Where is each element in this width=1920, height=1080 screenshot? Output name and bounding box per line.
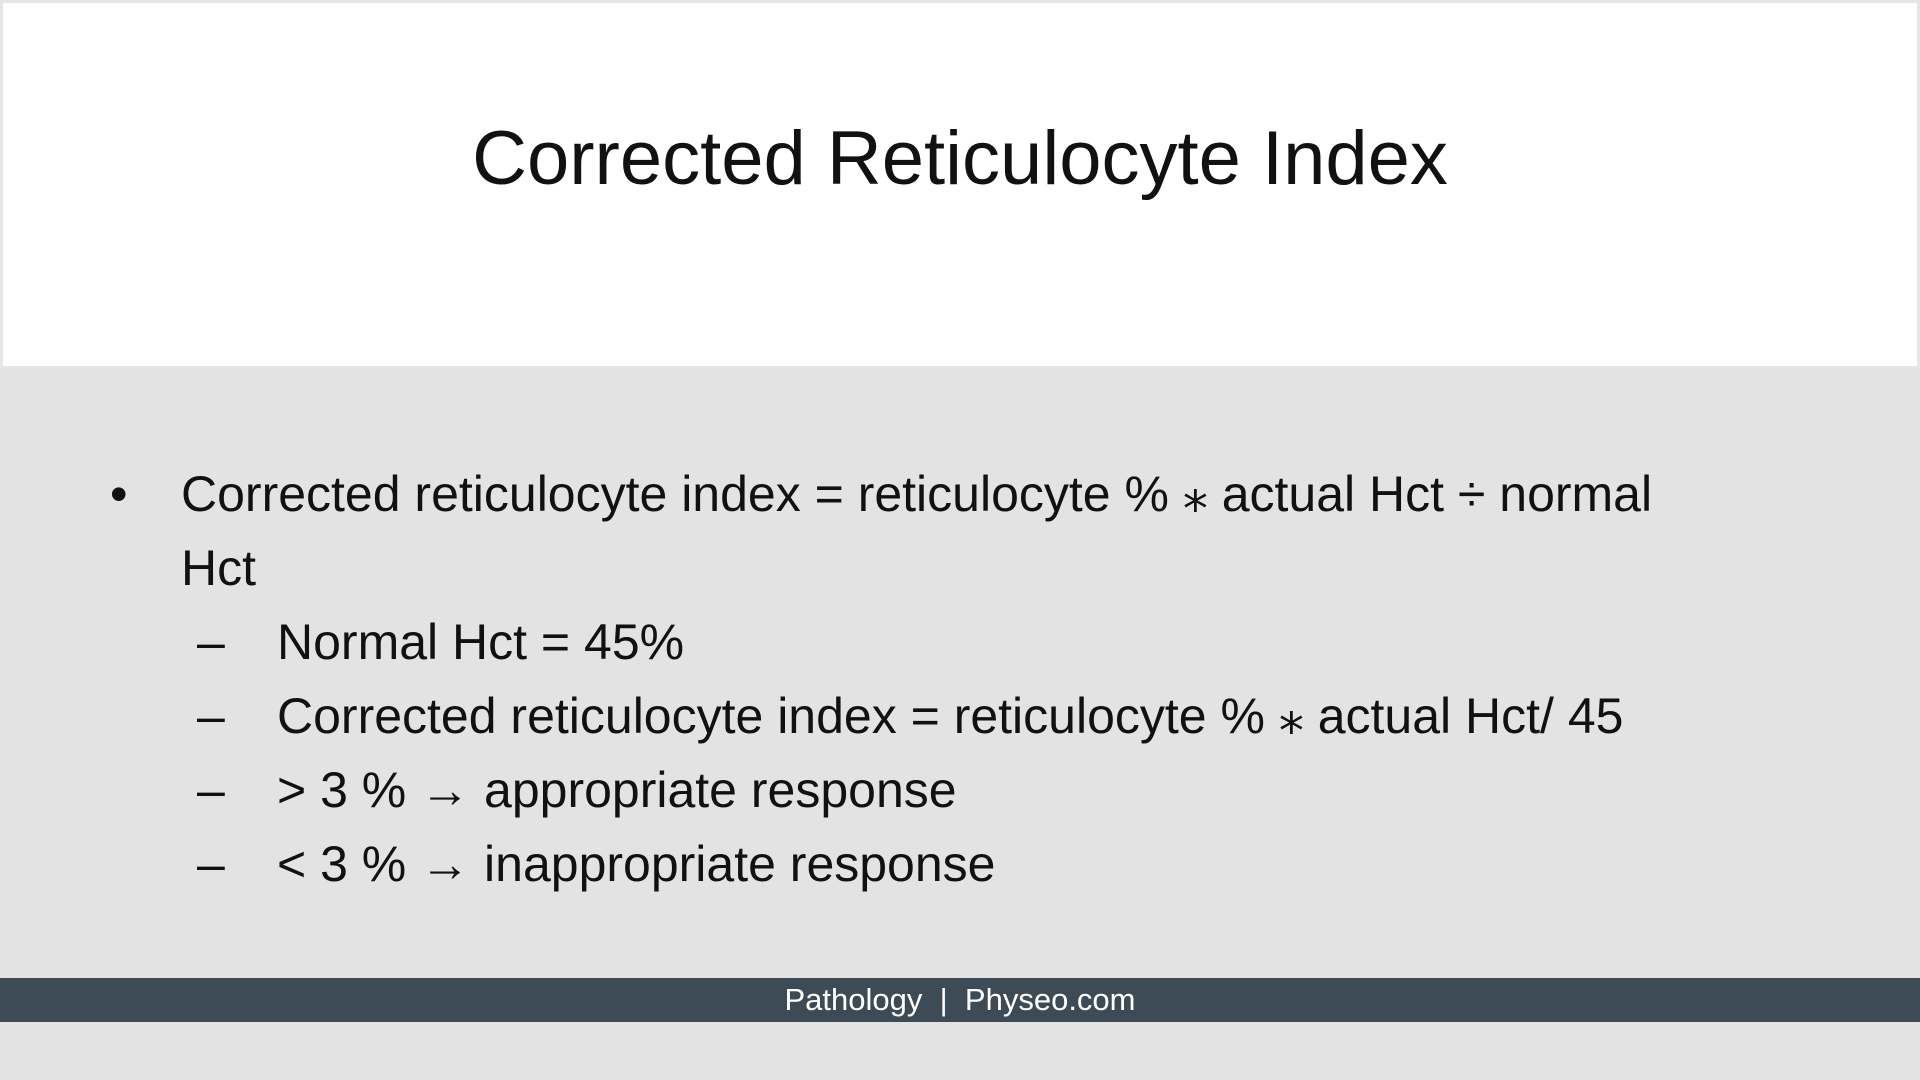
- slide-title: Corrected Reticulocyte Index: [472, 116, 1448, 201]
- sub-bullet-text: Normal Hct = 45%: [277, 614, 685, 670]
- dash-marker: –: [197, 762, 225, 818]
- title-box: Corrected Reticulocyte Index: [0, 0, 1920, 369]
- footer-separator: |: [939, 982, 948, 1017]
- footer-gap: [948, 982, 965, 1017]
- sub-bullet-text: > 3 % → appropriate response: [277, 762, 957, 818]
- footer-site: Physeo.com: [964, 982, 1136, 1017]
- main-bullet-line-1: Corrected reticulocyte index = reticuloc…: [181, 466, 1653, 522]
- dash-marker: –: [197, 836, 225, 892]
- main-bullet-text: Corrected reticulocyte index = reticuloc…: [181, 457, 1881, 605]
- content-area: • Corrected reticulocyte index = reticul…: [0, 382, 1920, 978]
- footer-bar: Pathology | Physeo.com: [0, 978, 1920, 1022]
- dash-marker: –: [197, 688, 225, 744]
- sub-bullet-text: < 3 % → inappropriate response: [277, 836, 996, 892]
- footer-subject: Pathology: [784, 982, 923, 1017]
- sub-bullet-text: Corrected reticulocyte index = reticuloc…: [277, 688, 1624, 744]
- footer-gap: [922, 982, 939, 1017]
- dash-marker: –: [197, 614, 225, 670]
- main-bullet-line-2: Hct: [181, 540, 256, 596]
- bullet-marker: •: [110, 466, 128, 522]
